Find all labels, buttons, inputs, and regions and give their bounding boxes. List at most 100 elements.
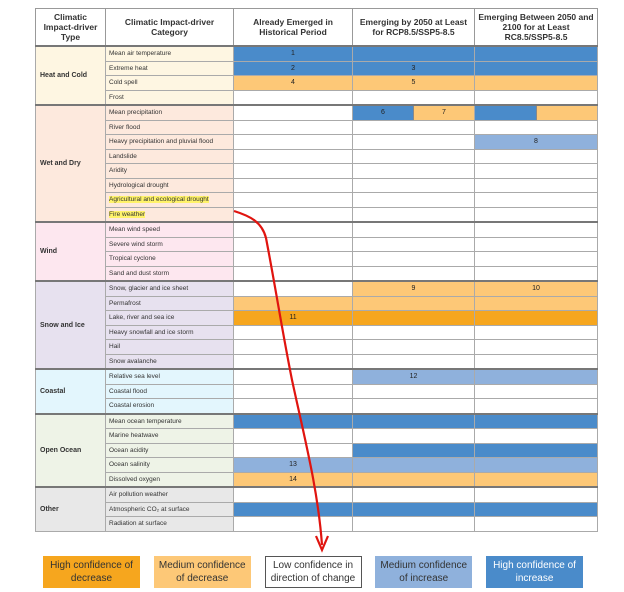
cell-segment-lc — [353, 120, 474, 134]
table-row: Landslide — [36, 148, 598, 164]
cell-segment-lc — [353, 266, 474, 280]
table-row: Hydrological drought — [36, 177, 598, 193]
cell-segment-mi: 8 — [475, 135, 597, 149]
driver-category: Aridity — [105, 163, 234, 179]
cell-segment-hi — [353, 443, 474, 457]
table-row: Fire weather — [36, 206, 598, 223]
table-row: Tropical cyclone — [36, 251, 598, 267]
emergence-cell — [352, 45, 475, 62]
category-label: Severe wind storm — [109, 240, 163, 248]
emergence-cell — [233, 280, 353, 297]
cell-segment-md — [535, 106, 597, 120]
cell-segment-md: 14 — [234, 472, 352, 486]
emergence-cell — [474, 45, 598, 62]
driver-category: Mean air temperature — [105, 45, 234, 62]
cell-segment-hd — [475, 311, 597, 325]
emergence-cell: 8 — [474, 134, 598, 150]
cell-segment-lc — [234, 207, 352, 221]
driver-category: Ocean acidity — [105, 442, 234, 458]
emergence-cell — [352, 251, 475, 267]
cell-segment-lc — [234, 354, 352, 368]
driver-type: Snow and Ice — [35, 280, 106, 370]
emergence-cell — [474, 428, 598, 444]
emergence-cell — [352, 471, 475, 488]
emergence-cell: 10 — [474, 280, 598, 297]
emergence-cell — [474, 471, 598, 488]
table-row: Radiation at surface — [36, 516, 598, 532]
header-historical: Already Emerged in Historical Period — [233, 8, 353, 47]
table-row: Wind Mean wind speed — [35, 221, 598, 282]
cell-segment-hi — [475, 414, 597, 428]
cell-segment-lc — [353, 149, 474, 163]
cell-segment-md: 4 — [234, 76, 352, 90]
emergence-cell — [474, 353, 598, 370]
driver-type: Coastal — [35, 368, 106, 414]
category-label: Air pollution weather — [109, 491, 168, 499]
category-label: Mean wind speed — [109, 226, 160, 234]
cell-segment-hi — [475, 106, 536, 120]
cell-segment-lc — [234, 443, 352, 457]
cell-segment-lc — [353, 178, 474, 192]
cell-segment-lc — [353, 207, 474, 221]
category-label: Hydrological drought — [109, 181, 169, 189]
cell-segment-lc — [475, 207, 597, 221]
cell-segment-lc — [234, 164, 352, 178]
emergence-cell — [233, 295, 353, 311]
category-label: Fire weather — [109, 210, 146, 218]
driver-category: Atmospheric CO₂ at surface — [105, 501, 234, 517]
cell-segment-lc — [353, 90, 474, 104]
cell-segment-md — [475, 76, 597, 90]
table-row: Coastal Relative sea level 12 — [35, 368, 598, 414]
emergence-cell — [233, 89, 353, 106]
cell-segment-lc — [475, 340, 597, 354]
emergence-cell — [474, 295, 598, 311]
cell-segment-hi: 1 — [234, 47, 352, 61]
table-row: Marine heatwave — [36, 428, 598, 444]
cell-segment-lc — [353, 252, 474, 266]
emergence-cell: 1 — [233, 45, 353, 62]
cell-segment-lc — [475, 178, 597, 192]
cell-segment-lc — [475, 488, 597, 502]
table-row: Coastal erosion — [36, 398, 598, 414]
category-label: Mean air temperature — [109, 50, 172, 58]
category-label: Aridity — [109, 167, 128, 175]
cell-segment-mi: 12 — [353, 370, 474, 384]
legend-item-hd: High confidence of decrease — [43, 556, 140, 588]
cell-segment-lc — [234, 106, 352, 120]
cell-segment-lc — [234, 429, 352, 443]
emergence-cell — [352, 134, 475, 150]
category-label: Dissolved oxygen — [109, 475, 160, 483]
driver-category: Relative sea level — [105, 368, 234, 385]
emergence-cell — [352, 163, 475, 179]
category-label: Agricultural and ecological drought — [109, 196, 209, 204]
cell-segment-lc — [234, 193, 352, 207]
emergence-cell — [352, 265, 475, 282]
table-row: Atmospheric CO₂ at surface — [36, 501, 598, 517]
emergence-cell — [352, 339, 475, 355]
emergence-cell — [474, 177, 598, 193]
driver-category: Sand and dust storm — [105, 265, 234, 282]
cell-segment-lc — [234, 370, 352, 384]
cell-segment-hi — [475, 47, 597, 61]
category-label: Lake, river and sea ice — [109, 314, 175, 322]
category-label: Frost — [109, 93, 124, 101]
table-row: Heavy snowfall and ice storm — [36, 324, 598, 340]
driver-type: Open Ocean — [35, 412, 106, 488]
cell-segment-lc — [353, 340, 474, 354]
cell-segment-lc — [234, 399, 352, 413]
emergence-cell — [474, 457, 598, 473]
emergence-cell — [233, 383, 353, 399]
table-row: Ocean salinity 13 — [36, 457, 598, 473]
cell-segment-lc — [353, 223, 474, 237]
table-row: Aridity — [36, 163, 598, 179]
cell-segment-hi: 3 — [353, 61, 474, 75]
emergence-cell — [352, 148, 475, 164]
climate-impact-table: Climatic Impact-driver Type Climatic Imp… — [35, 8, 598, 532]
emergence-cell — [233, 339, 353, 355]
driver-category: Hail — [105, 339, 234, 355]
emergence-cell — [233, 251, 353, 267]
emergence-cell: 3 — [352, 60, 475, 76]
cell-segment-lc — [234, 149, 352, 163]
emergence-cell — [233, 177, 353, 193]
